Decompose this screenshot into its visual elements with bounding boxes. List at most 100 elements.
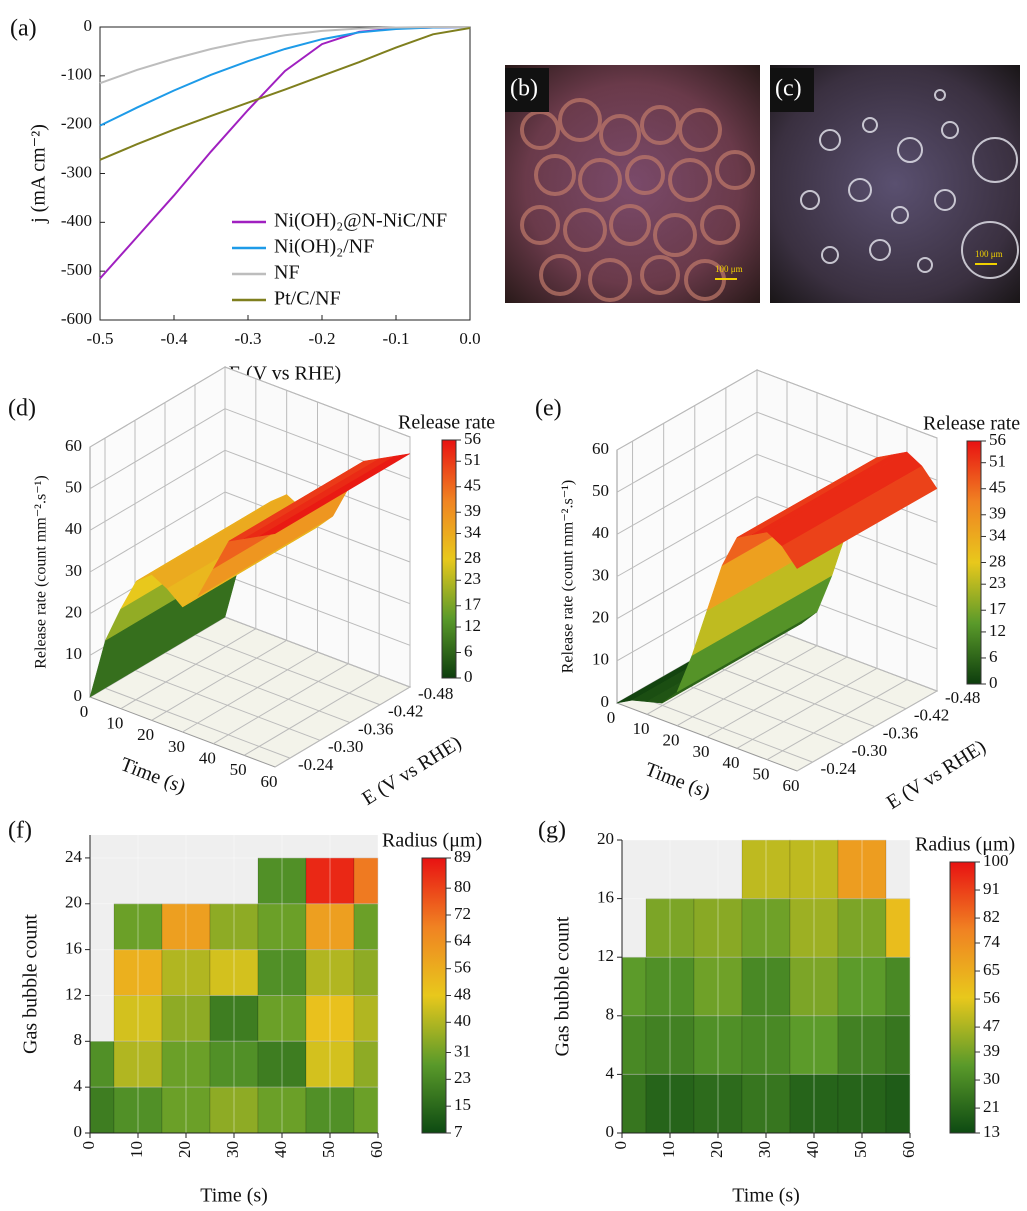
photo-b-texture [520,98,755,302]
colorbar-tick-label: 65 [983,960,1000,979]
x-tick-label: 10 [106,714,123,733]
heat-cell [305,949,355,996]
x-axis-title: Time (s) [200,1185,268,1207]
y-tick-label: 12 [597,946,614,965]
colorbar-tick-label: 17 [989,599,1007,618]
z-grid-line [89,408,226,490]
data-line [99,26,470,85]
heat-cell [885,956,911,1017]
z-tick-label: 40 [592,523,609,542]
z-grid-line [616,496,758,577]
colorbar-tick-label: 34 [464,522,482,541]
panel-label: (g) [538,818,566,844]
x-tick-label: 50 [753,765,770,784]
z-axis-title: Release rate (count mm⁻².s⁻¹) [560,480,577,674]
colorbar-tick-label: 21 [983,1097,1000,1116]
colorbar-tick-label: 56 [464,429,481,448]
y-grid-line [663,675,844,745]
y-grid-line [164,652,351,724]
surface-patch [781,465,938,569]
y-tick-label: -0.24 [298,755,334,774]
x-tick-label: 10 [633,719,650,738]
z-tick-label: 20 [592,608,609,627]
z-grid-line [616,369,758,451]
heat-cell [209,949,259,996]
x-tick-label: 40 [723,753,740,772]
colorbar-tick-label: 56 [983,988,1000,1007]
x-grid-line [736,667,878,749]
y-tick-label: 16 [597,888,614,907]
data-line [99,26,471,161]
heat-cell [257,1086,307,1134]
z-tick-label: 30 [592,565,609,584]
z-tick-label: 10 [65,644,82,663]
z-tick-label: 10 [592,650,609,669]
colorbar-tick-label: 80 [454,877,471,896]
y-tick-label: 0 [606,1122,615,1141]
colorbar [966,440,982,685]
legend-label: Ni(OH)₂/NF [274,236,374,258]
heat-cell [209,995,259,1042]
x-tick-label: 20 [175,1141,194,1158]
y-tick-label: -0.48 [418,684,453,703]
heat-cell [89,1041,115,1088]
y-axis-title: E (V vs RHE) [358,732,465,810]
y-tick-label: -500 [61,260,92,279]
panel-label-box [770,68,814,112]
heat-cell [257,903,307,950]
surface-patch [259,453,411,537]
x-tick-label: 40 [199,749,216,768]
y-tick-label: 20 [65,893,82,912]
x-tick-label: 20 [663,731,680,750]
heat-cell [693,898,743,958]
panel-label: (e) [535,396,562,422]
z-grid-line [89,491,226,573]
heat-cell [789,1015,839,1075]
heat-cell [741,1015,791,1075]
z-tick-label: 20 [65,603,82,622]
z-tick-label: 40 [65,519,82,538]
y-grid-line [756,622,938,692]
x-grid-line [120,628,257,710]
z-grid-line [89,366,226,448]
z-tick-label: 30 [65,561,82,580]
heat-cell [789,839,839,899]
colorbar-tick-label: 28 [989,551,1006,570]
y-grid-line [725,640,907,710]
legend-label: Pt/C/NF [274,288,341,310]
heat-cell [885,898,911,958]
x-grid-line [766,679,908,761]
x-tick-label: 30 [223,1141,242,1158]
x-tick-label: 0 [607,708,616,727]
y-tick-label: -100 [61,65,92,84]
x-axis-title: Time (s) [732,1185,800,1207]
heat-cell [353,995,379,1042]
panel-label: (a) [10,16,37,42]
colorbar-tick-label: 0 [989,673,998,692]
x-grid-line [243,674,380,756]
colorbar-tick-label: 89 [454,847,471,866]
heat-cell [161,1086,211,1134]
heat-cell [353,949,379,996]
colorbar-tick-label: 51 [989,452,1006,471]
data-line [99,26,471,127]
x-tick-label: 40 [271,1141,290,1158]
colorbar-tick-label: 17 [464,595,482,614]
z-tick-label: 60 [592,439,609,458]
heat-cell [257,1041,307,1088]
colorbar-tick-label: 45 [989,478,1006,497]
panel-label: (f) [8,818,32,844]
x-tick-label: 20 [137,725,154,744]
heat-cell [257,857,307,905]
x-tick-label: 10 [659,1141,678,1158]
y-tick-label: 8 [74,1030,83,1049]
colorbar-tick-label: 12 [989,621,1006,640]
z-grid-line [616,411,758,493]
y-tick-label: 4 [74,1076,83,1095]
x-tick-label: 30 [755,1141,774,1158]
heat-cell [885,1015,911,1075]
y-tick-label: 16 [65,939,82,958]
x-tick-label: 40 [803,1141,822,1158]
panel-label: (b) [510,76,538,102]
